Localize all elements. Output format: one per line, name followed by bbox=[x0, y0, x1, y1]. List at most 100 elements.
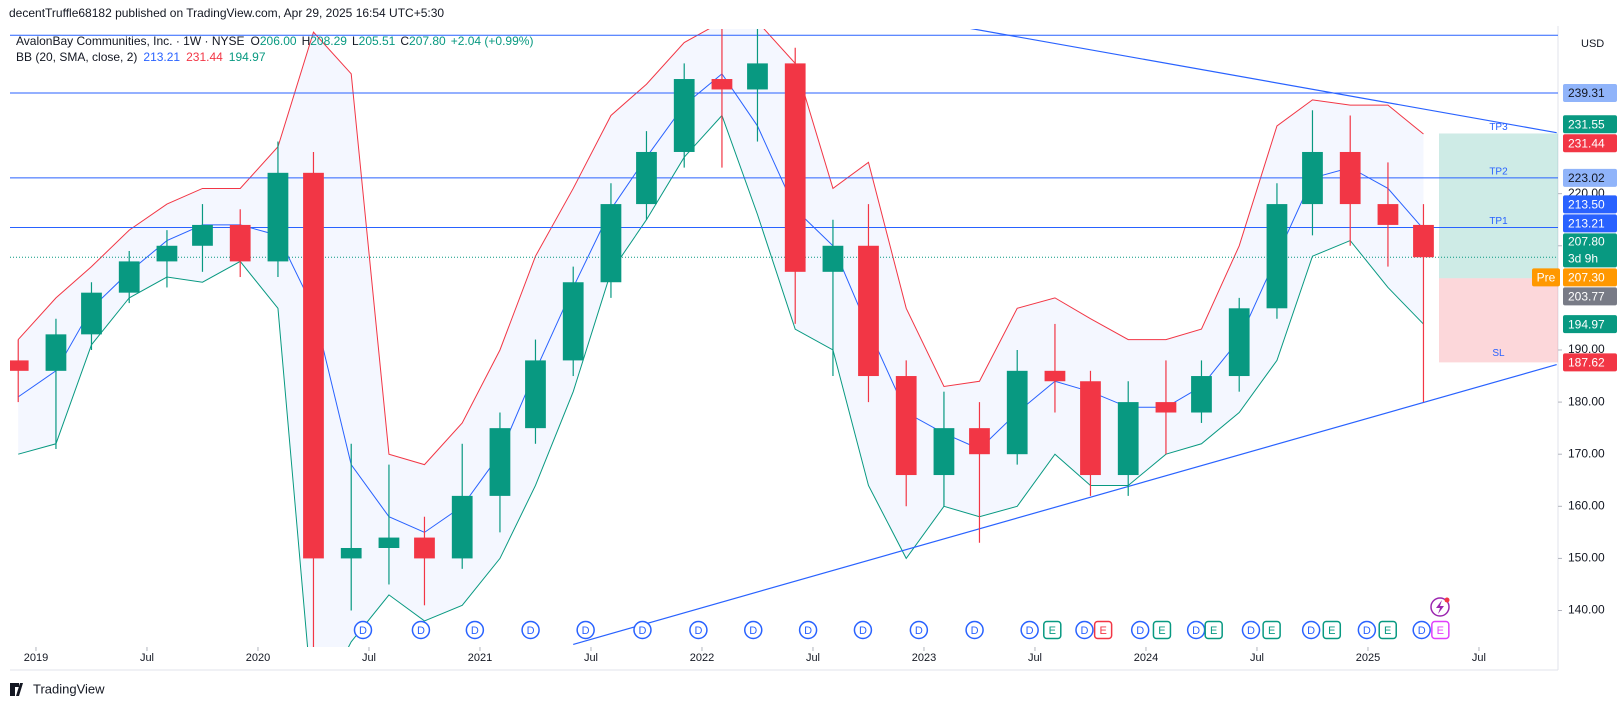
price-badge-label: 187.62 bbox=[1568, 356, 1605, 370]
price-badge-label: 203.77 bbox=[1568, 290, 1605, 304]
candle-body bbox=[1413, 224, 1434, 258]
price-badge-label: 231.55 bbox=[1568, 117, 1605, 131]
event-label: D bbox=[1026, 625, 1034, 637]
stop-label: SL bbox=[1492, 348, 1505, 359]
candle-body bbox=[1302, 151, 1323, 205]
event-marker bbox=[353, 620, 373, 640]
event-marker bbox=[1075, 620, 1094, 640]
event-label: D bbox=[971, 625, 979, 637]
candle-body bbox=[267, 172, 289, 262]
currency: USD bbox=[1581, 38, 1604, 50]
candle-body bbox=[747, 63, 768, 90]
published-note: decentTruffle68182 published on TradingV… bbox=[9, 6, 444, 20]
price-badge bbox=[1563, 315, 1617, 334]
event-marker bbox=[1322, 620, 1342, 640]
ohlc-value: 208.29 bbox=[310, 34, 347, 48]
event-marker bbox=[853, 620, 873, 640]
event-marker bbox=[1130, 620, 1150, 640]
candle-body bbox=[378, 537, 400, 548]
candle-body bbox=[1044, 370, 1066, 382]
indicator-value: 231.44 bbox=[186, 50, 223, 64]
candle-body bbox=[562, 282, 584, 361]
candle-body bbox=[636, 151, 657, 205]
event-label: E bbox=[1210, 625, 1217, 637]
y-tick-label: 140.00 bbox=[1568, 603, 1605, 617]
x-tick-label: Jul bbox=[1472, 652, 1486, 664]
x-tick-label: Jul bbox=[1250, 652, 1264, 664]
event-marker bbox=[1301, 620, 1321, 640]
event-label: D bbox=[1418, 625, 1426, 637]
event-marker bbox=[411, 620, 431, 640]
event-label: E bbox=[1158, 625, 1165, 637]
candle-body bbox=[10, 360, 29, 371]
event-label: D bbox=[1192, 625, 1200, 637]
event-label: E bbox=[1268, 625, 1275, 637]
price-badge bbox=[1563, 353, 1617, 372]
event-marker bbox=[1241, 620, 1261, 640]
price-badge-tag bbox=[1532, 268, 1560, 287]
candle-body bbox=[229, 224, 251, 262]
event-label: D bbox=[1136, 625, 1144, 637]
candle-body bbox=[822, 245, 844, 272]
indicator-line: BB (20, SMA, close, 2) 213.21 231.44 194.97 bbox=[16, 50, 266, 64]
band-line bbox=[17, 73, 1424, 533]
ohlc-key: C bbox=[400, 34, 409, 48]
event-label: D bbox=[582, 625, 590, 637]
event-label: D bbox=[915, 625, 923, 637]
event-marker bbox=[1357, 620, 1377, 640]
price-badge bbox=[1563, 214, 1617, 233]
ohlc-key: H bbox=[302, 34, 311, 48]
x-tick-label: Jul bbox=[584, 652, 598, 664]
y-tick-label: 180.00 bbox=[1568, 394, 1605, 408]
ohlc-key: L bbox=[352, 34, 359, 48]
x-tick-label: 2019 bbox=[24, 652, 48, 664]
ohlc-value: 206.00 bbox=[260, 34, 297, 48]
event-marker bbox=[1412, 620, 1431, 640]
candle-body bbox=[118, 261, 140, 293]
price-badge-label: 231.44 bbox=[1568, 136, 1605, 150]
candle-body bbox=[1266, 204, 1288, 309]
price-badge-countdown: 3d 9h bbox=[1568, 252, 1598, 266]
price-badge bbox=[1563, 195, 1617, 214]
x-tick-label: 2025 bbox=[1356, 652, 1380, 664]
x-tick-label: 2021 bbox=[468, 652, 492, 664]
indicator-value: 213.21 bbox=[143, 50, 180, 64]
candle-body bbox=[600, 204, 622, 283]
event-label: D bbox=[359, 625, 367, 637]
price-badge-label: 213.50 bbox=[1568, 198, 1605, 212]
x-tick-label: 2020 bbox=[246, 652, 270, 664]
change: +2.04 (+0.99%) bbox=[451, 34, 534, 48]
event-marker bbox=[1043, 620, 1062, 640]
price-badge-label: 223.02 bbox=[1568, 171, 1605, 185]
x-tick-label: Jul bbox=[140, 652, 154, 664]
ohlc-key: O bbox=[251, 34, 260, 48]
x-tick-label: 2022 bbox=[690, 652, 714, 664]
indicator: BB (20, SMA, close, 2) bbox=[16, 50, 137, 64]
price-badge-tag-label: Pre bbox=[1537, 271, 1556, 285]
event-marker bbox=[1020, 620, 1039, 640]
event-marker bbox=[521, 620, 540, 640]
candle-body bbox=[969, 428, 990, 455]
loss-zone bbox=[1439, 278, 1558, 363]
event-label: D bbox=[804, 625, 812, 637]
event-marker bbox=[633, 620, 652, 640]
price-badge bbox=[1563, 115, 1617, 134]
event-marker bbox=[798, 620, 818, 640]
indicator-value: 194.97 bbox=[229, 50, 266, 64]
x-tick-label: 2024 bbox=[1134, 652, 1158, 664]
price-badge-label: 194.97 bbox=[1568, 317, 1605, 331]
candle-body bbox=[711, 79, 733, 90]
ohlc-value: 205.51 bbox=[359, 34, 396, 48]
candle-body bbox=[81, 292, 102, 335]
event-label: E bbox=[1384, 625, 1391, 637]
event-marker bbox=[1093, 620, 1113, 640]
candle-body bbox=[784, 63, 806, 272]
ohlc-value: 207.80 bbox=[409, 34, 446, 48]
event-label: D bbox=[1080, 625, 1088, 637]
event-marker bbox=[465, 620, 485, 640]
event-label: D bbox=[527, 625, 535, 637]
candle-body bbox=[525, 360, 546, 429]
event-label: E bbox=[1099, 625, 1106, 637]
lightning-icon bbox=[1430, 597, 1450, 617]
